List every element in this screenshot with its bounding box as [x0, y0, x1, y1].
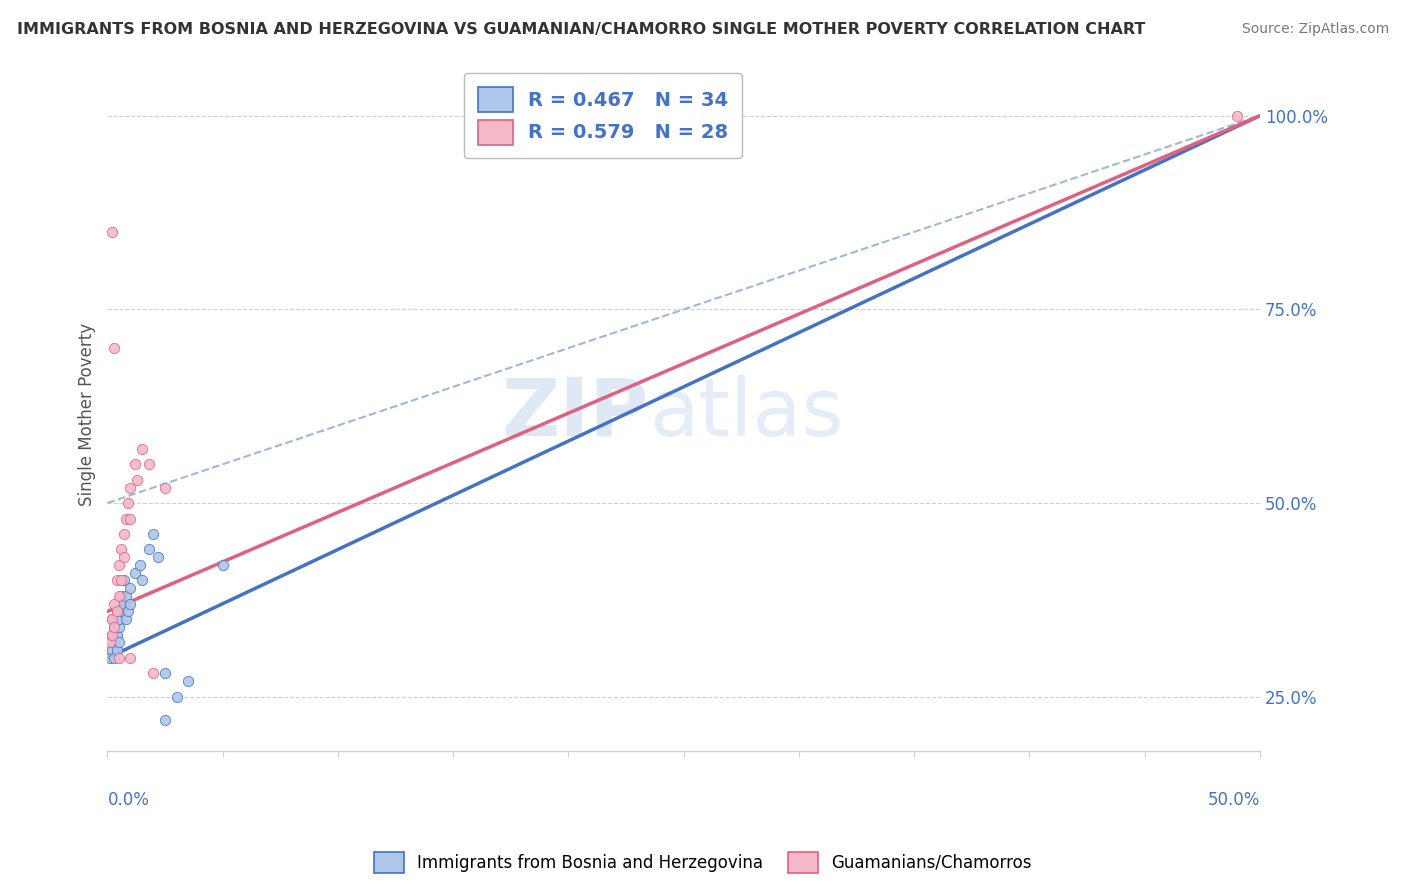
Point: [108, 558, 131, 572]
Point: [114, 589, 136, 603]
Point: [103, 597, 125, 611]
Point: [114, 612, 136, 626]
Point: [110, 589, 132, 603]
Point: [127, 473, 149, 487]
Text: IMMIGRANTS FROM BOSNIA AND HERZEGOVINA VS GUAMANIAN/CHAMORRO SINGLE MOTHER POVER: IMMIGRANTS FROM BOSNIA AND HERZEGOVINA V…: [17, 22, 1146, 37]
Y-axis label: Single Mother Poverty: Single Mother Poverty: [79, 322, 96, 506]
Point: [105, 628, 128, 642]
Point: [120, 481, 142, 495]
Point: [103, 651, 125, 665]
Point: [105, 604, 128, 618]
Point: [108, 612, 131, 626]
Point: [103, 635, 125, 649]
Point: [110, 604, 132, 618]
Point: [138, 542, 160, 557]
Point: [138, 458, 160, 472]
Point: [103, 620, 125, 634]
Point: [101, 643, 124, 657]
Point: [98, 651, 121, 665]
Point: [177, 674, 200, 689]
Point: [101, 612, 124, 626]
Point: [120, 581, 142, 595]
Point: [101, 612, 124, 626]
Point: [98, 635, 121, 649]
Point: [117, 604, 139, 618]
Point: [131, 574, 153, 588]
Point: [142, 666, 165, 681]
Point: [114, 511, 136, 525]
Point: [153, 481, 176, 495]
Point: [103, 341, 125, 355]
Point: [101, 628, 124, 642]
Point: [128, 558, 150, 572]
Point: [153, 666, 176, 681]
Legend: R = 0.467   N = 34, R = 0.579   N = 28: R = 0.467 N = 34, R = 0.579 N = 28: [464, 73, 742, 158]
Point: [108, 651, 131, 665]
Point: [105, 604, 128, 618]
Text: Source: ZipAtlas.com: Source: ZipAtlas.com: [1241, 22, 1389, 37]
Point: [108, 620, 131, 634]
Point: [101, 225, 124, 239]
Point: [124, 566, 146, 580]
Point: [103, 620, 125, 634]
Point: [146, 550, 169, 565]
Point: [98, 635, 121, 649]
Text: ZIP: ZIP: [502, 375, 650, 453]
Point: [124, 458, 146, 472]
Point: [110, 542, 132, 557]
Point: [101, 628, 124, 642]
Point: [112, 574, 135, 588]
Point: [117, 496, 139, 510]
Point: [211, 558, 233, 572]
Point: [166, 690, 188, 704]
Text: 0.0%: 0.0%: [107, 791, 149, 809]
Point: [131, 442, 153, 456]
Point: [1226, 109, 1249, 123]
Point: [112, 597, 135, 611]
Legend: Immigrants from Bosnia and Herzegovina, Guamanians/Chamorros: Immigrants from Bosnia and Herzegovina, …: [367, 846, 1039, 880]
Point: [120, 651, 142, 665]
Point: [105, 643, 128, 657]
Point: [153, 713, 176, 727]
Point: [120, 597, 142, 611]
Point: [108, 635, 131, 649]
Text: atlas: atlas: [650, 375, 844, 453]
Point: [112, 527, 135, 541]
Point: [110, 574, 132, 588]
Point: [142, 527, 165, 541]
Text: 50.0%: 50.0%: [1208, 791, 1260, 809]
Point: [120, 511, 142, 525]
Point: [105, 574, 128, 588]
Point: [108, 589, 131, 603]
Point: [112, 550, 135, 565]
